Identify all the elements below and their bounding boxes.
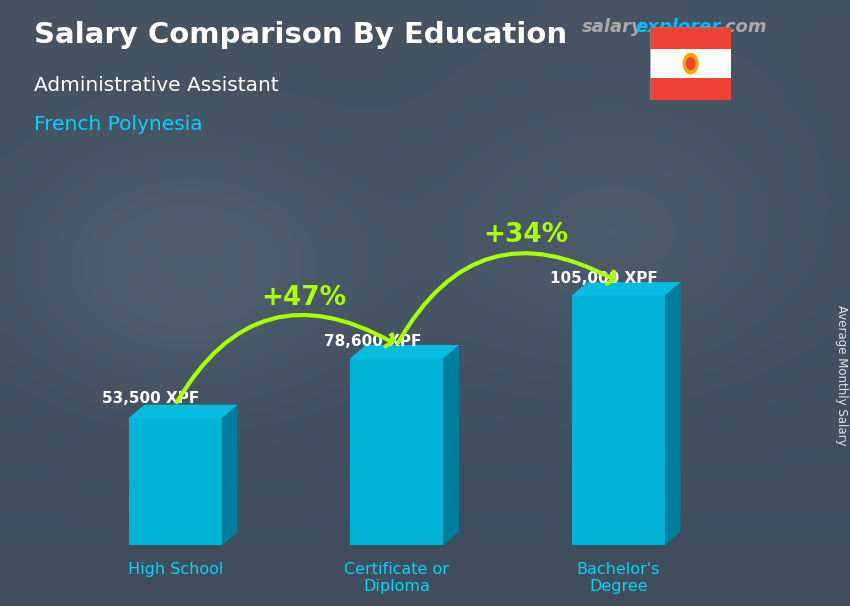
Circle shape [686, 57, 695, 70]
Polygon shape [665, 282, 681, 545]
Text: Salary Comparison By Education: Salary Comparison By Education [34, 21, 567, 49]
Text: Administrative Assistant: Administrative Assistant [34, 76, 279, 95]
Text: +47%: +47% [261, 285, 347, 311]
Bar [129, 418, 222, 545]
Circle shape [683, 53, 699, 75]
Text: Average Monthly Salary: Average Monthly Salary [836, 305, 848, 446]
Bar [650, 49, 731, 78]
Bar [350, 358, 444, 545]
Text: 53,500 XPF: 53,500 XPF [102, 391, 200, 406]
Text: +34%: +34% [483, 222, 568, 248]
Text: salary: salary [582, 18, 644, 36]
Text: 105,000 XPF: 105,000 XPF [550, 271, 658, 286]
Text: French Polynesia: French Polynesia [34, 115, 202, 134]
Text: 78,600 XPF: 78,600 XPF [324, 334, 422, 348]
Bar [650, 78, 731, 100]
Text: explorer: explorer [635, 18, 720, 36]
Bar [650, 27, 731, 49]
Text: .com: .com [718, 18, 767, 36]
Polygon shape [129, 405, 237, 418]
Polygon shape [572, 282, 681, 295]
Polygon shape [444, 345, 459, 545]
Polygon shape [350, 345, 459, 358]
Polygon shape [222, 405, 237, 545]
Bar [572, 295, 665, 545]
